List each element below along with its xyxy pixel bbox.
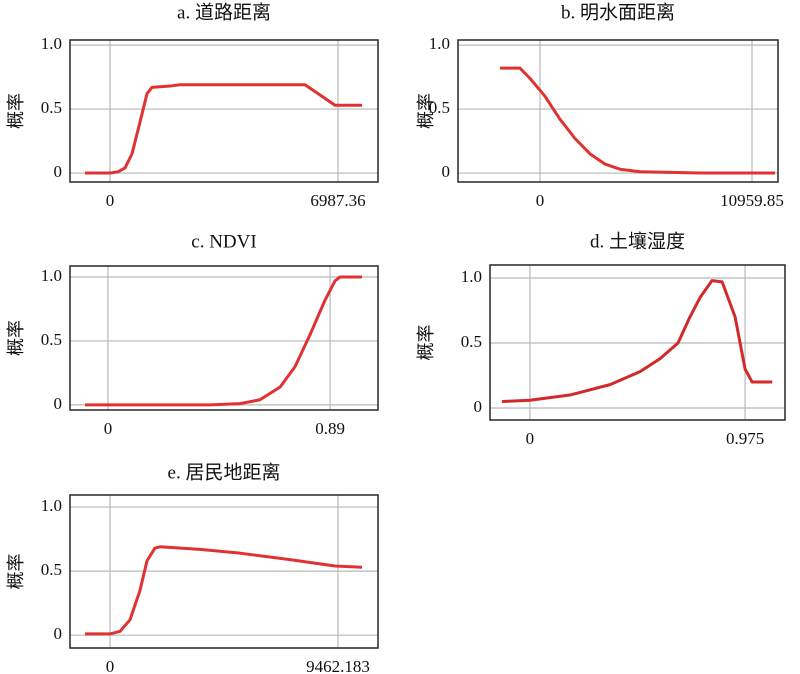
plot-frame xyxy=(69,39,379,183)
chart-title: b. 明水面距离 xyxy=(561,1,675,23)
x-tick-label: 0 xyxy=(536,191,545,210)
x-tick-label: 0 xyxy=(106,657,115,674)
line xyxy=(500,66,776,175)
y-tick-label: 0 xyxy=(474,397,483,416)
chart-title: c. NDVI xyxy=(191,231,256,252)
y-axis-label: 概率 xyxy=(416,325,436,361)
y-tick-label: 1.0 xyxy=(429,34,450,53)
plot-frame xyxy=(69,265,379,411)
chart-title: a. 道路距离 xyxy=(177,1,271,23)
x-tick-label: 0 xyxy=(104,419,113,438)
x-tick-label: 6987.36 xyxy=(310,191,365,210)
y-tick-label: 1.0 xyxy=(41,496,62,515)
x-tick-label: 0 xyxy=(106,191,115,210)
plot-frame xyxy=(489,264,786,421)
y-tick-label: 0.5 xyxy=(429,98,450,117)
y-axis-label: 概率 xyxy=(6,93,26,129)
x-tick-label: 0.89 xyxy=(315,419,345,438)
y-tick-label: 1.0 xyxy=(41,266,62,285)
y-tick-label: 0.5 xyxy=(41,330,62,349)
y-tick-label: 1.0 xyxy=(41,34,62,53)
y-tick-label: 0.5 xyxy=(461,332,482,351)
chart-title: d. 土壤湿度 xyxy=(590,230,685,252)
x-tick-label: 0.975 xyxy=(726,429,764,448)
y-axis-label: 概率 xyxy=(6,320,26,356)
line xyxy=(84,275,363,407)
y-axis-label: 概率 xyxy=(6,554,26,590)
x-tick-label: 0 xyxy=(526,429,535,448)
y-tick-label: 0 xyxy=(54,624,63,643)
y-tick-label: 0 xyxy=(442,162,451,181)
x-tick-label: 10959.85 xyxy=(720,191,784,210)
line xyxy=(501,279,773,404)
y-tick-label: 0.5 xyxy=(41,98,62,117)
y-tick-label: 0 xyxy=(54,162,63,181)
y-tick-label: 1.0 xyxy=(461,267,482,286)
line xyxy=(85,83,363,175)
y-axis-label: 概率 xyxy=(416,93,436,129)
chart-title: e. 居民地距离 xyxy=(168,461,281,483)
line xyxy=(84,545,363,636)
plot-frame xyxy=(457,39,779,183)
y-tick-label: 0.5 xyxy=(41,560,62,579)
x-tick-label: 9462.183 xyxy=(306,657,370,674)
plot-frame xyxy=(69,494,379,649)
y-tick-label: 0 xyxy=(54,394,63,413)
